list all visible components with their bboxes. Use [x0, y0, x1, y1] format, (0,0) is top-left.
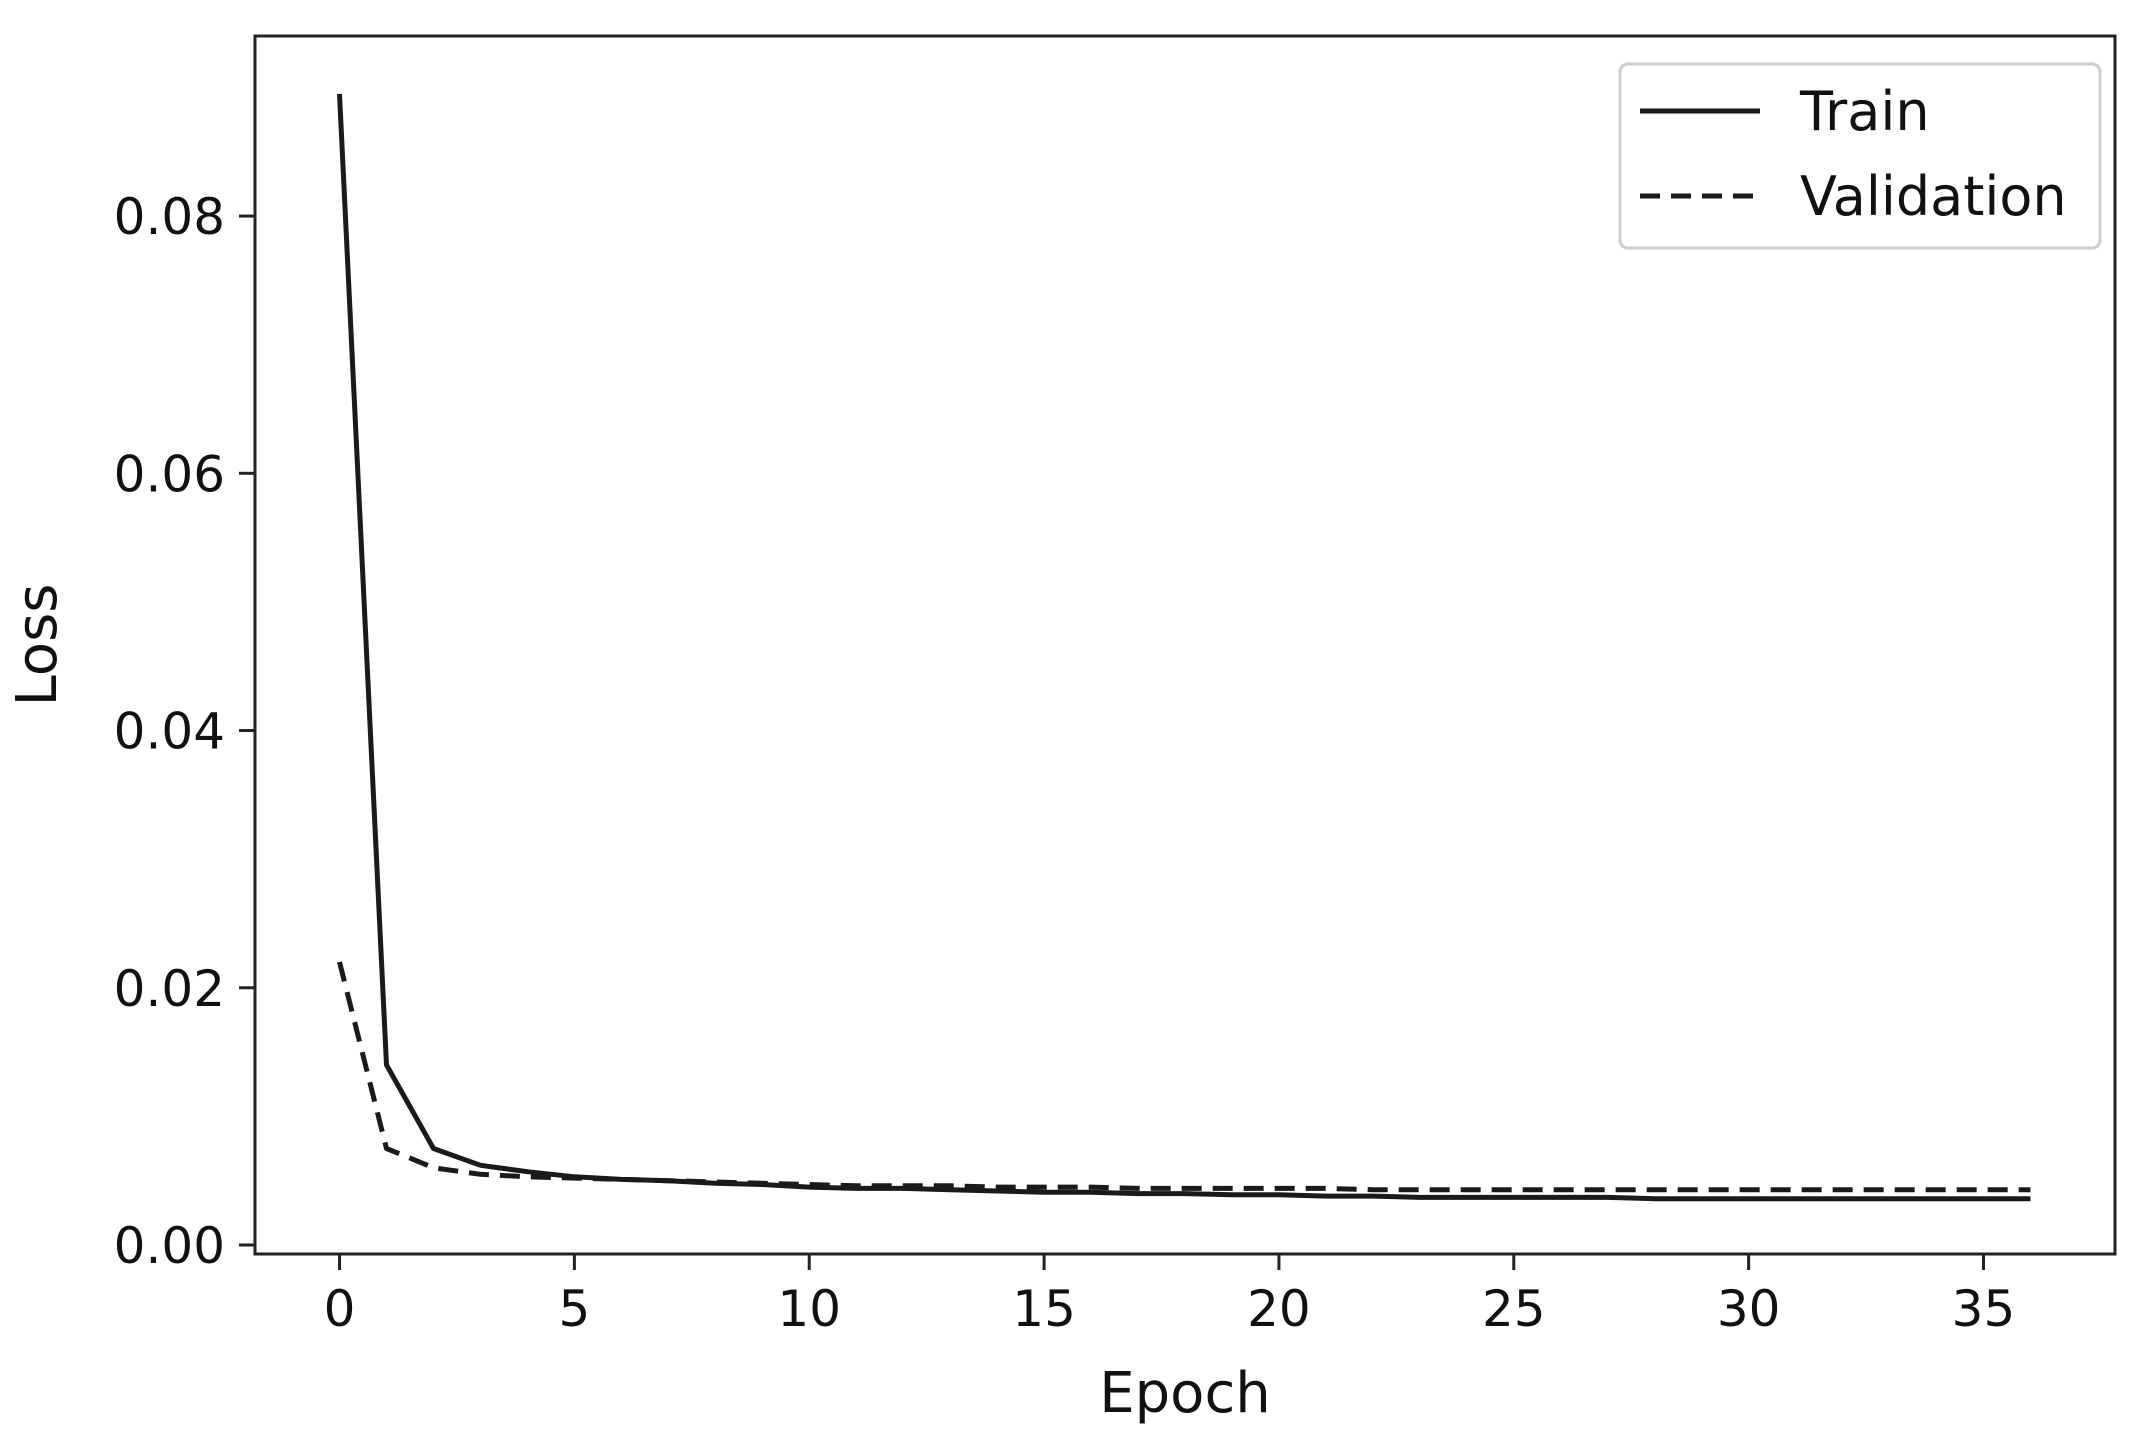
y-tick-label: 0.02	[114, 960, 225, 1018]
series-line-validation	[337, 961, 2031, 1193]
plot-area	[337, 93, 2031, 1202]
y-axis: 0.00 0.02 0.04 0.06 0.08	[114, 188, 255, 1275]
series-line-train	[337, 93, 2031, 1202]
axes-frame	[253, 34, 2117, 1256]
x-tick-label: 25	[1482, 1280, 1546, 1338]
x-axis-label: Epoch	[1099, 1361, 1270, 1426]
y-axis-label: Loss	[5, 584, 70, 707]
x-tick-label: 5	[558, 1280, 590, 1338]
legend-train-label: Train	[1799, 80, 1930, 143]
y-tick-label: 0.06	[114, 445, 225, 503]
y-tick-label: 0.00	[114, 1217, 225, 1275]
x-tick-label: 0	[324, 1280, 356, 1338]
y-tick-label: 0.04	[114, 703, 225, 761]
y-tick-label: 0.08	[114, 188, 225, 246]
x-axis: 0 5 10 15 20 25 30 35	[324, 1254, 2016, 1338]
legend: Train Validation	[1618, 62, 2102, 250]
x-tick-label: 20	[1247, 1280, 1311, 1338]
x-tick-label: 35	[1952, 1280, 2016, 1338]
legend-validation-label: Validation	[1800, 165, 2067, 228]
x-tick-label: 30	[1717, 1280, 1781, 1338]
x-tick-label: 10	[777, 1280, 841, 1338]
x-tick-label: 15	[1012, 1280, 1076, 1338]
